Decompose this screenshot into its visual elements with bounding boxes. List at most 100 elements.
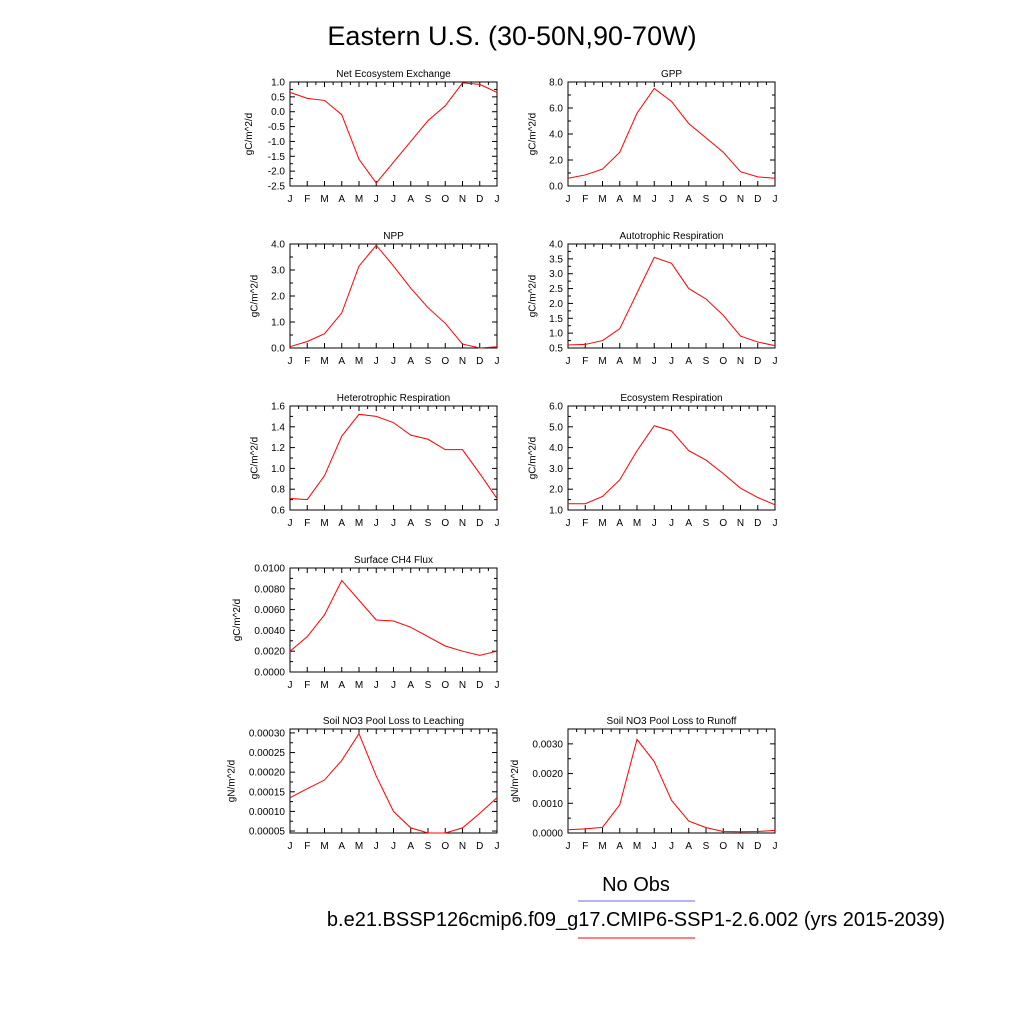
series-line xyxy=(568,425,776,506)
x-tick-label: S xyxy=(425,356,432,367)
y-tick-label: 3.0 xyxy=(549,464,563,475)
x-tick-label: A xyxy=(685,194,692,205)
plot-frame xyxy=(289,567,498,673)
y-tick-label: 0.0 xyxy=(271,107,285,118)
x-tick-label: N xyxy=(737,356,744,367)
y-tick-label: 3.5 xyxy=(549,254,563,265)
x-tick-label: J xyxy=(288,518,293,529)
y-tick-label: 0.00025 xyxy=(249,748,286,759)
x-tick-label: M xyxy=(355,680,363,691)
y-tick-label: 0.0000 xyxy=(532,829,563,840)
x-tick-label: N xyxy=(737,194,744,205)
panel-title: Heterotrophic Respiration xyxy=(337,393,450,404)
y-tick-label: 0.0100 xyxy=(254,564,285,575)
panel-title: Soil NO3 Pool Loss to Leaching xyxy=(323,716,464,727)
y-axis-label: gN/m^2/d xyxy=(226,760,237,803)
y-axis-label: gC/m^2/d xyxy=(528,275,539,318)
x-tick-label: M xyxy=(355,841,363,852)
x-tick-label: A xyxy=(407,518,414,529)
x-tick-label: M xyxy=(355,356,363,367)
y-tick-label: -1.0 xyxy=(268,137,286,148)
x-tick-label: A xyxy=(407,356,414,367)
x-tick-label: D xyxy=(754,194,761,205)
y-tick-label: 1.0 xyxy=(271,78,285,89)
legend-obs-label: No Obs xyxy=(602,874,670,896)
y-tick-label: 1.0 xyxy=(271,318,285,329)
y-tick-label: 1.4 xyxy=(271,422,285,433)
x-tick-label: M xyxy=(320,194,328,205)
y-tick-label: 0.0020 xyxy=(254,647,285,658)
x-tick-label: J xyxy=(288,680,293,691)
x-tick-label: J xyxy=(773,356,778,367)
y-tick-label: 0.0080 xyxy=(254,584,285,595)
x-tick-label: J xyxy=(391,680,396,691)
x-tick-label: A xyxy=(616,841,623,852)
figure-title: Eastern U.S. (30-50N,90-70W) xyxy=(327,21,696,51)
x-tick-label: D xyxy=(476,518,483,529)
plot-frame xyxy=(567,728,776,834)
y-axis-label: gC/m^2/d xyxy=(528,437,539,480)
x-tick-label: J xyxy=(495,841,500,852)
y-tick-label: 0.5 xyxy=(271,92,285,103)
x-tick-label: M xyxy=(633,841,641,852)
x-tick-label: O xyxy=(441,518,449,529)
series-line xyxy=(289,244,498,349)
x-tick-label: J xyxy=(669,841,674,852)
y-tick-label: 0.00030 xyxy=(249,728,286,739)
x-tick-label: F xyxy=(582,841,588,852)
x-tick-label: J xyxy=(566,194,571,205)
x-tick-label: M xyxy=(320,518,328,529)
x-tick-label: M xyxy=(320,680,328,691)
x-tick-label: S xyxy=(703,356,710,367)
y-axis-label: gN/m^2/d xyxy=(510,760,521,803)
x-tick-label: J xyxy=(288,356,293,367)
x-tick-label: M xyxy=(598,194,606,205)
x-tick-label: M xyxy=(633,356,641,367)
x-tick-label: D xyxy=(754,356,761,367)
panel-title: Net Ecosystem Exchange xyxy=(336,69,451,80)
y-tick-label: 8.0 xyxy=(549,78,563,89)
x-tick-label: F xyxy=(304,841,310,852)
x-tick-label: J xyxy=(374,356,379,367)
plot-frame xyxy=(289,243,498,349)
plot-frame xyxy=(567,405,776,511)
x-tick-label: N xyxy=(459,194,466,205)
x-tick-label: A xyxy=(338,841,345,852)
y-axis-label: gC/m^2/d xyxy=(232,599,243,642)
x-tick-label: J xyxy=(652,194,657,205)
x-tick-label: J xyxy=(288,194,293,205)
y-tick-label: 0.0010 xyxy=(532,799,563,810)
x-tick-label: J xyxy=(566,841,571,852)
y-tick-label: 0.0060 xyxy=(254,605,285,616)
x-tick-label: J xyxy=(566,356,571,367)
x-tick-label: O xyxy=(719,841,727,852)
y-tick-label: 0.0 xyxy=(271,344,285,355)
plot-frame xyxy=(289,405,498,511)
x-tick-label: A xyxy=(338,194,345,205)
x-tick-label: J xyxy=(566,518,571,529)
x-tick-label: A xyxy=(407,680,414,691)
y-tick-label: 3.0 xyxy=(549,269,563,280)
y-tick-label: 2.0 xyxy=(549,485,563,496)
x-tick-label: S xyxy=(703,841,710,852)
x-tick-label: N xyxy=(459,841,466,852)
y-tick-label: 0.00005 xyxy=(249,827,286,838)
series-line xyxy=(289,82,498,184)
series-line xyxy=(289,732,498,834)
x-tick-label: J xyxy=(374,518,379,529)
x-tick-label: M xyxy=(320,841,328,852)
y-tick-label: 4.0 xyxy=(271,240,285,251)
panel-title: Autotrophic Respiration xyxy=(620,231,724,242)
x-tick-label: J xyxy=(391,356,396,367)
x-tick-label: M xyxy=(320,356,328,367)
y-tick-label: 2.0 xyxy=(271,292,285,303)
panel-title: Surface CH4 Flux xyxy=(354,555,433,566)
x-tick-label: O xyxy=(441,841,449,852)
x-tick-label: F xyxy=(304,194,310,205)
